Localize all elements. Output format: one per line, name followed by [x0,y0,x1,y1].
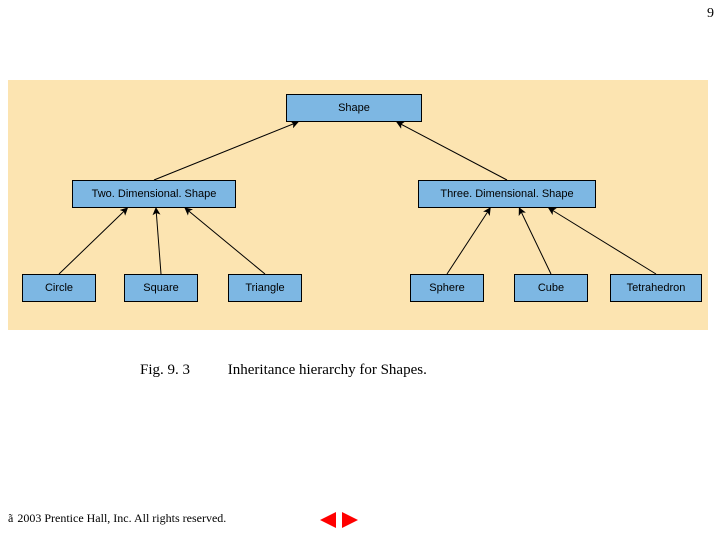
edge-three-to-shape [397,122,507,180]
node-shape: Shape [286,94,422,122]
node-three: Three. Dimensional. Shape [418,180,596,208]
copyright-symbol: ã [8,511,13,526]
prev-slide-button[interactable] [320,512,336,528]
diagram-panel: Shape Two. Dimensional. Shape Three. Dimen… [8,80,708,330]
copyright-footer: ã 2003 Prentice Hall, Inc. All rights re… [8,511,226,526]
edge-triangle-to-two [185,208,265,274]
figure-caption: Fig. 9. 3 Inheritance hierarchy for Shap… [140,362,427,379]
node-cube: Cube [514,274,588,302]
edge-cube-to-three [519,208,551,274]
figure-text: Inheritance hierarchy for Shapes. [228,362,427,378]
node-circle: Circle [22,274,96,302]
node-square: Square [124,274,198,302]
node-sphere: Sphere [410,274,484,302]
edge-two-to-shape [154,122,298,180]
page-number: 9 [707,6,714,22]
figure-label: Fig. 9. 3 [140,362,190,379]
edge-circle-to-two [59,208,127,274]
edge-square-to-two [156,208,161,274]
slide-nav [320,512,358,528]
copyright-text: 2003 Prentice Hall, Inc. All rights rese… [17,511,226,526]
edge-sphere-to-three [447,208,490,274]
node-two: Two. Dimensional. Shape [72,180,236,208]
next-slide-button[interactable] [342,512,358,528]
edge-tetra-to-three [549,208,656,274]
node-triangle: Triangle [228,274,302,302]
node-tetra: Tetrahedron [610,274,702,302]
